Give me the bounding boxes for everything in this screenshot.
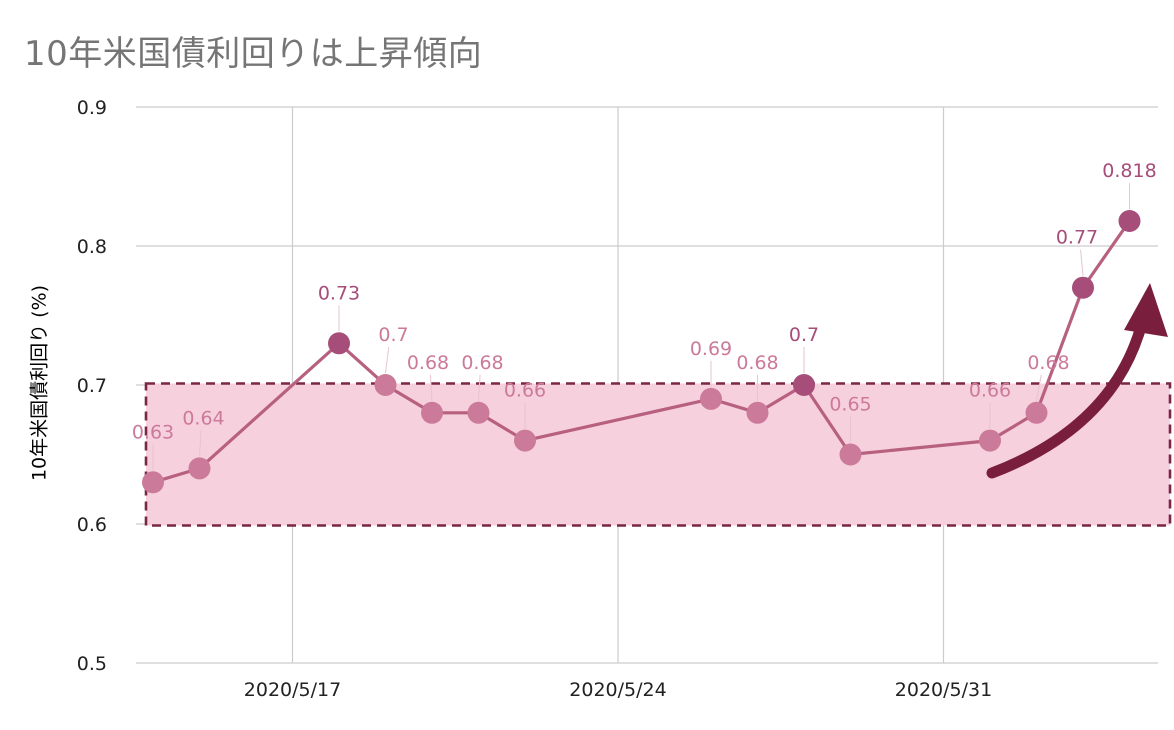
data-point (328, 332, 350, 355)
data-label-leader (429, 374, 433, 401)
data-label: 0.66 (504, 380, 546, 402)
y-tick-label: 0.8 (77, 236, 107, 258)
range-band (144, 382, 1172, 527)
data-point (1072, 276, 1094, 299)
data-label: 0.73 (318, 282, 360, 304)
trend-arrow-head (1124, 283, 1168, 337)
data-label-leader (1080, 249, 1084, 276)
x-tick-label: 2020/5/31 (895, 679, 992, 701)
axis-layer: 0.5 0.6 0.7 0.8 0.9 2020/5/17 2020/5/24 2020/5/… (77, 97, 992, 701)
data-point (467, 401, 490, 424)
data-point (421, 401, 443, 424)
data-point (700, 387, 722, 410)
data-label: 0.7 (378, 324, 408, 346)
data-label: 0.69 (690, 338, 732, 360)
data-label: 0.63 (132, 421, 174, 443)
data-point-layer (142, 209, 1141, 494)
data-point (979, 429, 1001, 452)
data-label: 0.65 (829, 394, 871, 416)
data-label: 0.68 (407, 352, 449, 374)
data-point (839, 443, 862, 466)
data-label: 0.64 (182, 407, 224, 429)
data-point (1025, 401, 1048, 424)
data-label: 0.818 (1102, 160, 1156, 182)
data-point (514, 429, 536, 452)
data-point (142, 471, 164, 494)
data-label-leader (199, 430, 202, 457)
data-label-leader (1036, 374, 1042, 401)
data-label: 0.68 (461, 352, 503, 374)
data-label-leader (478, 374, 481, 401)
trend-arrow-shaft (986, 324, 1146, 479)
y-tick-label: 0.7 (77, 375, 107, 397)
y-tick-label: 0.9 (77, 97, 107, 119)
data-label: 0.7 (789, 324, 819, 346)
chart-title: 10年米国債利回りは上昇傾向 (24, 34, 483, 74)
data-label: 0.68 (1027, 352, 1069, 374)
data-point (793, 374, 815, 396)
data-point (746, 401, 769, 424)
data-label: 0.77 (1056, 227, 1098, 249)
y-tick-label: 0.5 (77, 653, 107, 675)
data-point (1118, 209, 1141, 232)
trend-arrow-layer (986, 283, 1168, 479)
data-label-layer: 0.630.640.730.70.68 0.680.660.690.680.70.… (132, 160, 1157, 471)
data-point (374, 374, 397, 396)
data-label: 0.68 (736, 352, 778, 374)
x-tick-label: 2020/5/24 (569, 679, 666, 701)
data-label-leader (385, 346, 390, 374)
data-point (188, 457, 211, 480)
x-tick-label: 2020/5/17 (244, 679, 341, 701)
y-tick-label: 0.6 (77, 514, 107, 536)
range-band-layer (144, 382, 1172, 527)
data-label: 0.66 (969, 380, 1011, 402)
